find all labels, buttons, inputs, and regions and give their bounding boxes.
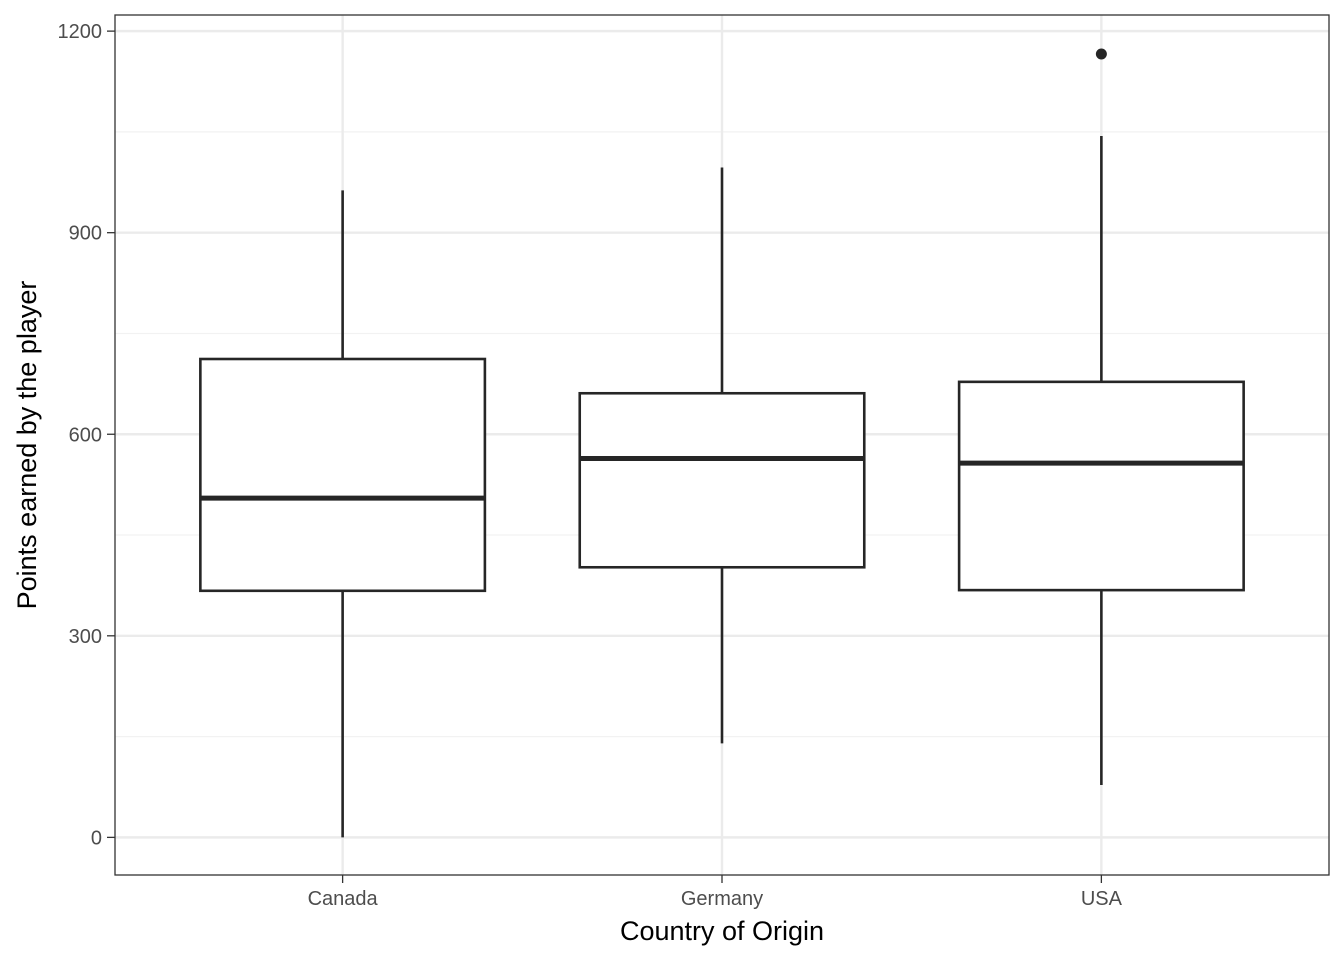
y-tick-label: 300 bbox=[69, 626, 102, 648]
box-canada bbox=[199, 190, 487, 838]
box-germany bbox=[578, 167, 866, 744]
axes: 0 300 600 900 1200 Canada Germany USA bbox=[58, 21, 1123, 910]
box-usa bbox=[957, 48, 1245, 785]
x-axis-title: Country of Origin bbox=[620, 916, 824, 946]
y-tick-label: 1200 bbox=[58, 21, 103, 43]
y-tick-label: 0 bbox=[91, 827, 102, 849]
x-tick-label-canada: Canada bbox=[308, 888, 379, 910]
iqr-box bbox=[957, 380, 1245, 592]
outlier-point bbox=[1095, 48, 1107, 60]
y-tick-label: 900 bbox=[69, 223, 102, 245]
boxes bbox=[199, 48, 1245, 838]
y-tick-label: 600 bbox=[69, 424, 102, 446]
x-tick-label-usa: USA bbox=[1081, 888, 1123, 910]
y-axis-title: Points earned by the player bbox=[12, 281, 42, 610]
iqr-box bbox=[199, 357, 487, 593]
x-tick-label-germany: Germany bbox=[681, 888, 763, 910]
iqr-box bbox=[578, 391, 866, 569]
